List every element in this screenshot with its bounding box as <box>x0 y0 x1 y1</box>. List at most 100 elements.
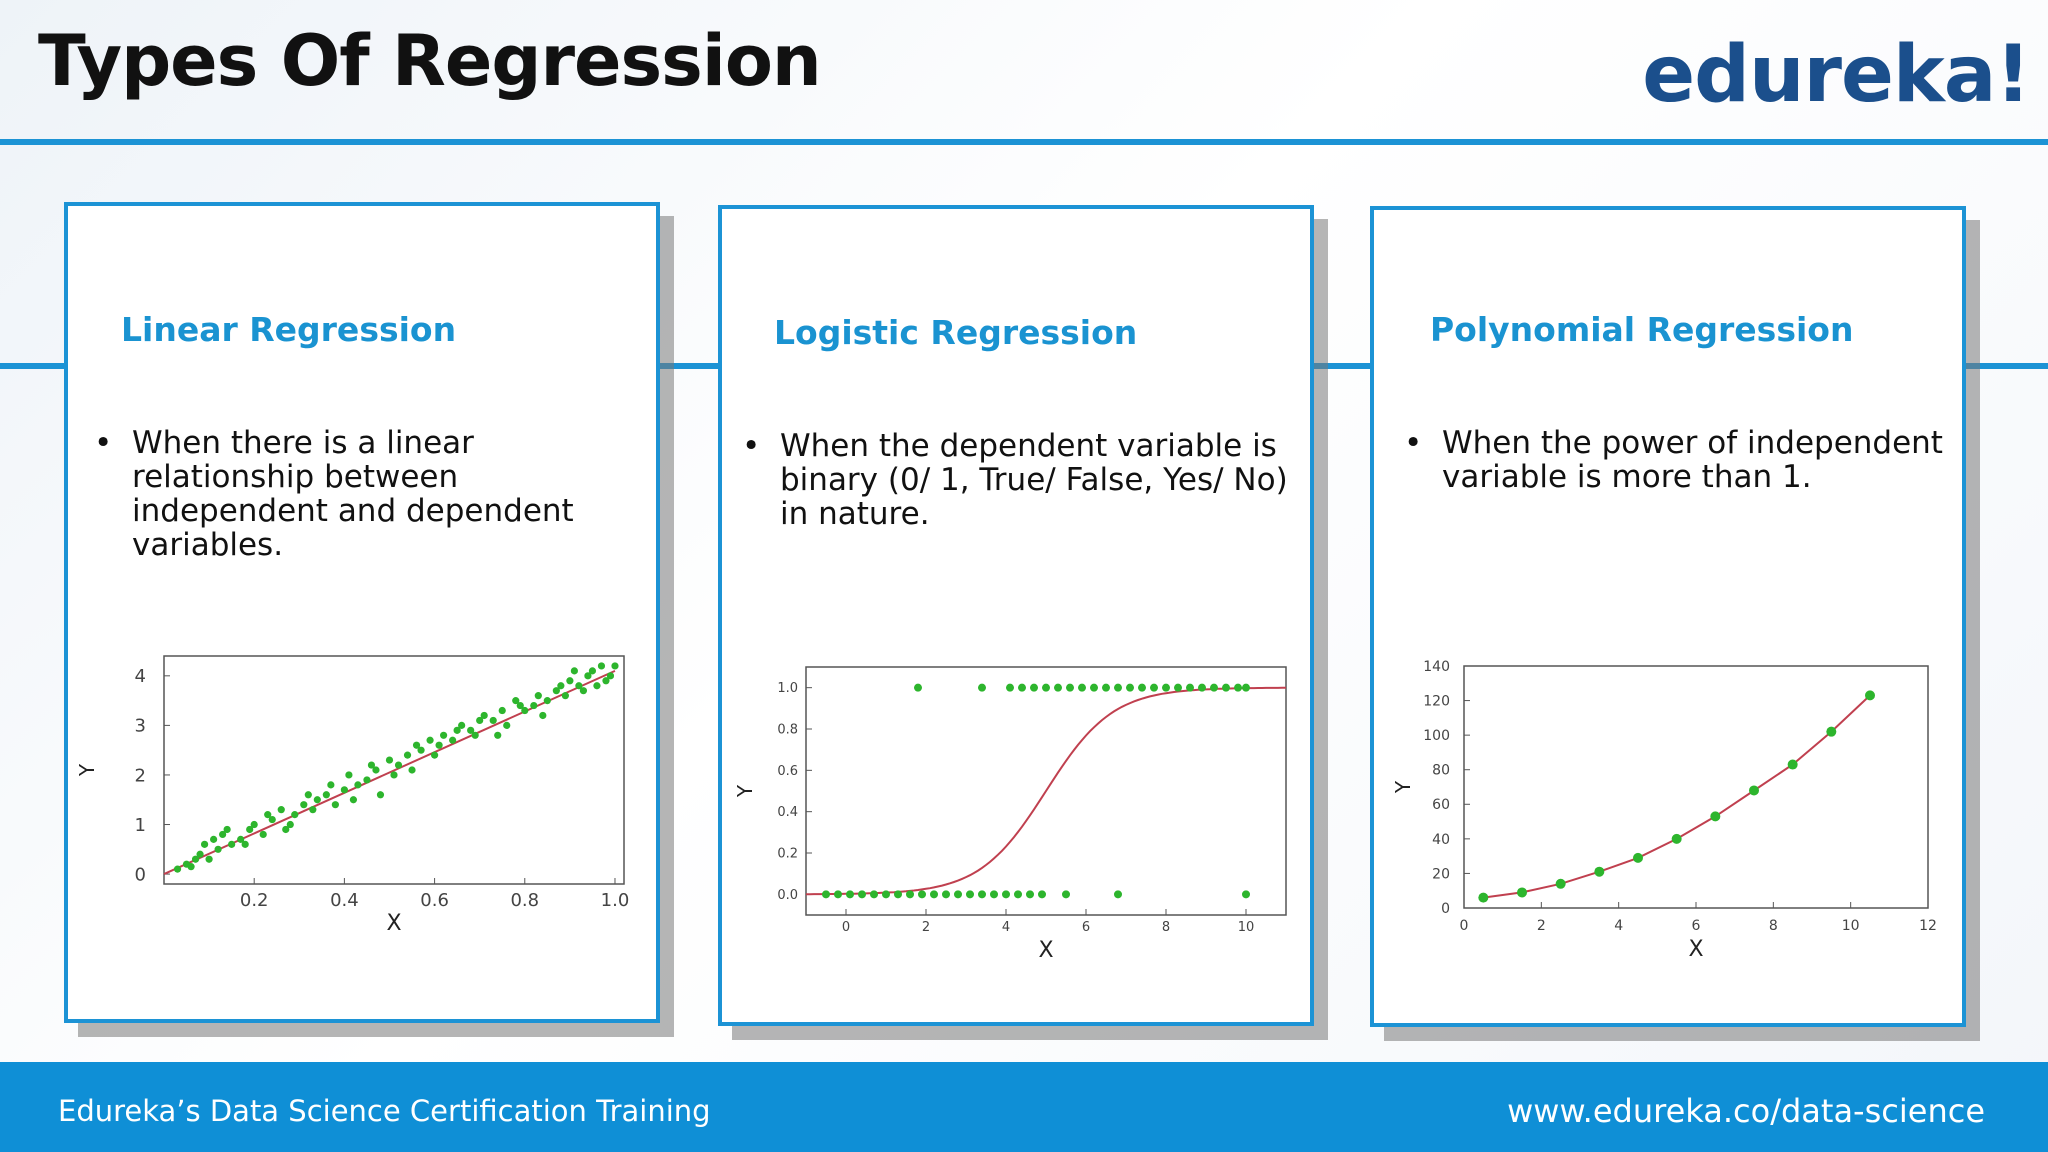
data-point <box>1078 683 1086 692</box>
data-point <box>1242 890 1250 899</box>
data-point <box>219 830 227 839</box>
data-point <box>1555 878 1566 889</box>
data-point <box>476 716 484 725</box>
data-point <box>372 766 380 774</box>
data-point <box>237 835 245 843</box>
data-point <box>426 736 434 744</box>
card-heading: Polynomial Regression <box>1430 310 1854 349</box>
data-point <box>394 761 403 769</box>
data-point <box>205 855 213 863</box>
y-tick-label: 0 <box>1441 901 1450 917</box>
data-point <box>331 801 339 809</box>
y-tick-label: 0.8 <box>777 723 798 738</box>
card-bullet: • When the dependent variable is binary … <box>742 429 1300 531</box>
x-tick-label: 6 <box>1082 920 1090 935</box>
logistic-regression-chart: 0 2 4 6 8 10 0.0 0.2 0.4 0.6 0.8 1.0 X Y <box>733 666 1287 963</box>
x-tick-label: 8 <box>1162 920 1170 935</box>
data-point <box>494 731 502 739</box>
data-point <box>1826 726 1837 737</box>
data-point <box>978 890 986 899</box>
data-point <box>1749 785 1759 796</box>
data-point <box>584 672 592 680</box>
y-tick-label: 140 <box>1423 659 1450 675</box>
y-tick-label: 0 <box>135 864 146 885</box>
edureka-logo: edureka! <box>1642 30 2031 120</box>
data-point <box>1026 890 1034 899</box>
x-axis-label: X <box>1038 938 1053 963</box>
data-point <box>1018 683 1026 692</box>
data-point <box>430 751 439 759</box>
card-bullet: • When the power of independent variable… <box>1404 426 1952 494</box>
data-point <box>1006 683 1014 692</box>
data-point <box>1222 683 1230 692</box>
x-tick-label: 0.8 <box>510 890 539 911</box>
data-point <box>304 791 312 799</box>
data-point <box>246 825 254 834</box>
card-bullet: • When there is a linear relationship be… <box>94 426 642 562</box>
data-point <box>543 697 551 705</box>
data-point <box>385 756 394 764</box>
card-heading: Linear Regression <box>121 310 457 349</box>
footer-url[interactable]: www.edureka.co/data-science <box>1507 1092 1985 1130</box>
data-point <box>300 801 308 809</box>
data-point <box>575 682 583 690</box>
data-point <box>286 820 294 829</box>
x-axis-label: X <box>1688 937 1703 962</box>
data-point <box>1014 890 1022 899</box>
x-tick-label: 12 <box>1919 918 1937 934</box>
data-point <box>534 692 542 700</box>
data-point <box>241 840 249 848</box>
x-tick-label: 0.6 <box>420 890 449 911</box>
data-point <box>322 791 330 799</box>
x-tick-label: 1.0 <box>601 890 630 911</box>
data-point <box>282 825 290 834</box>
data-point <box>200 840 209 848</box>
x-tick-label: 0 <box>1460 918 1469 934</box>
data-point <box>403 751 412 759</box>
footer-course-name: Edureka’s Data Science Certification Tra… <box>58 1094 711 1128</box>
data-point <box>1174 683 1182 692</box>
data-point <box>834 890 842 899</box>
x-tick-label: 4 <box>1002 920 1010 935</box>
data-point <box>1054 683 1062 692</box>
data-point <box>349 796 358 804</box>
data-point <box>408 766 416 774</box>
data-point <box>417 746 425 754</box>
data-point <box>882 890 890 899</box>
data-point <box>187 863 195 871</box>
data-point <box>449 736 457 744</box>
data-point <box>1062 890 1070 899</box>
x-tick-label: 2 <box>1537 918 1546 934</box>
data-point <box>1114 890 1122 899</box>
x-axis-label: X <box>386 911 401 936</box>
data-point <box>196 850 204 858</box>
data-point <box>1234 683 1242 692</box>
slide-title: Types Of Regression <box>38 20 822 102</box>
data-point <box>1162 683 1170 692</box>
data-point <box>173 865 182 873</box>
data-point <box>566 677 574 685</box>
y-tick-label: 3 <box>135 716 146 737</box>
data-point <box>1710 811 1721 822</box>
data-point <box>363 776 371 784</box>
data-point <box>259 830 267 839</box>
data-point <box>1671 833 1682 844</box>
y-tick-label: 80 <box>1432 763 1450 779</box>
y-axis-label: Y <box>1391 780 1415 794</box>
data-point <box>291 811 299 819</box>
linear-regression-chart: 0.2 0.4 0.6 0.8 1.0 0 1 2 3 4 X Y <box>78 655 630 936</box>
card-logistic-regression: Logistic Regression • When the dependent… <box>718 205 1314 1026</box>
data-point <box>1138 683 1146 692</box>
data-point <box>440 731 448 739</box>
data-point <box>1090 683 1098 692</box>
y-tick-label: 0.6 <box>777 764 798 779</box>
data-point <box>1042 683 1050 692</box>
data-point <box>191 855 200 863</box>
data-point <box>210 835 218 843</box>
data-point <box>467 726 475 734</box>
data-point <box>1126 683 1134 692</box>
data-point <box>1865 690 1875 701</box>
data-point <box>906 890 914 899</box>
y-tick-label: 1.0 <box>777 681 798 696</box>
data-point <box>579 687 588 695</box>
